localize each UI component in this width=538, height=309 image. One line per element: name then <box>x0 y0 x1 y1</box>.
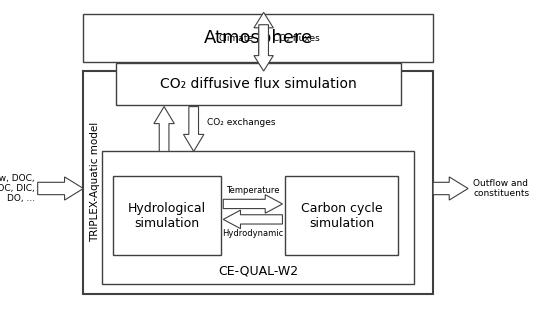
Bar <box>285 176 398 255</box>
Polygon shape <box>433 177 468 200</box>
Text: Climate: Climate <box>219 34 254 43</box>
Bar <box>102 151 414 284</box>
Bar <box>116 63 401 105</box>
Text: Carbon cycle
simulation: Carbon cycle simulation <box>301 201 383 230</box>
Text: CO₂ fluxes: CO₂ fluxes <box>273 34 320 43</box>
Polygon shape <box>223 195 282 213</box>
Text: Inflow, DOC,
POC, DIC,
DO, ...: Inflow, DOC, POC, DIC, DO, ... <box>0 174 35 203</box>
Polygon shape <box>254 25 273 71</box>
Text: Hydrological
simulation: Hydrological simulation <box>128 201 206 230</box>
Text: Temperature: Temperature <box>226 186 280 195</box>
Bar <box>83 14 433 62</box>
Text: CE-QUAL-W2: CE-QUAL-W2 <box>218 265 298 277</box>
Text: Outflow and
constituents: Outflow and constituents <box>473 179 529 198</box>
Bar <box>83 71 433 294</box>
Polygon shape <box>38 177 83 200</box>
Text: Hydrodynamic: Hydrodynamic <box>222 229 284 238</box>
Polygon shape <box>154 107 174 151</box>
Text: TRIPLEX-Aquatic model: TRIPLEX-Aquatic model <box>90 122 100 243</box>
Text: Atmosphere: Atmosphere <box>204 29 313 47</box>
Polygon shape <box>183 107 204 151</box>
Text: CO₂ exchanges: CO₂ exchanges <box>207 118 275 127</box>
Text: CO₂ diffusive flux simulation: CO₂ diffusive flux simulation <box>160 77 357 91</box>
Bar <box>113 176 221 255</box>
Polygon shape <box>223 210 282 229</box>
Polygon shape <box>254 12 273 59</box>
